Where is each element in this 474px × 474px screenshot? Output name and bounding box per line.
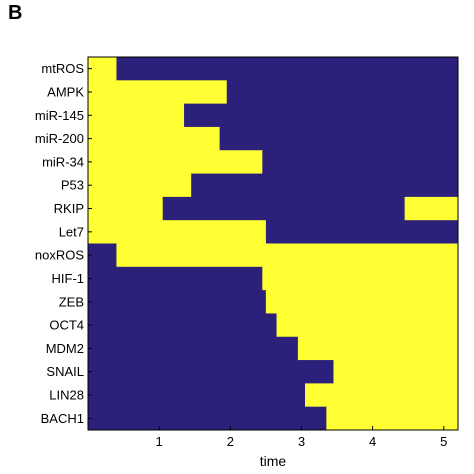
heatmap-cell-oct4-1 [276, 313, 459, 338]
y-tick-label: noxROS [35, 248, 84, 263]
y-tick-label: miR-145 [35, 108, 84, 123]
heatmap-cell-snail-0 [88, 360, 334, 384]
y-tick-label: MDM2 [46, 341, 84, 356]
heatmap-cell-lin28-1 [305, 383, 459, 408]
heatmap-cell-rkip-2 [404, 196, 459, 221]
heatmap-cell-snail-1 [333, 360, 459, 384]
heatmap-cell-mir-34-0 [88, 150, 263, 175]
heatmap-cell-mir-34-1 [262, 150, 459, 175]
y-tick-label: ZEB [59, 294, 84, 309]
y-tick-label: Let7 [59, 224, 84, 239]
heatmap-cell-zeb-0 [88, 290, 267, 314]
heatmap-cell-mir-145-1 [184, 103, 459, 128]
heatmap-cell-p53-0 [88, 173, 192, 198]
y-tick-label: HIF-1 [52, 271, 85, 286]
y-tick-label: BACH1 [41, 411, 84, 426]
heatmap-cell-hif-1-1 [262, 266, 459, 291]
x-tick-label: 1 [156, 434, 163, 449]
heatmap-cell-mir-145-0 [88, 103, 185, 128]
heatmap-cell-bach1-1 [326, 406, 459, 431]
heatmap-cell-rkip-0 [88, 196, 164, 221]
heatmap-cell-mir-200-1 [219, 126, 459, 151]
heatmap-cell-mdm2-1 [297, 336, 459, 361]
x-axis: 1 2 3 4 5 [156, 426, 447, 449]
heatmap-cells [88, 57, 459, 431]
heatmap-cell-ampk-0 [88, 80, 228, 105]
heatmap-cell-zeb-1 [265, 290, 459, 314]
heatmap-cell-oct4-0 [88, 313, 278, 338]
heatmap-cell-bach1-0 [88, 406, 327, 431]
heatmap-cell-noxros-1 [116, 243, 459, 268]
y-tick-label: miR-200 [35, 131, 84, 146]
y-tick-label: AMPK [47, 84, 84, 99]
x-axis-title: time [260, 453, 287, 469]
y-tick-label: P53 [61, 178, 84, 193]
heatmap-cell-mir-200-0 [88, 126, 221, 151]
x-tick-label: 2 [227, 434, 234, 449]
heatmap-cell-mtros-1 [116, 57, 459, 81]
x-tick-label: 3 [298, 434, 305, 449]
panel-label: B [8, 2, 23, 24]
plot-frame [87, 56, 459, 431]
x-tick-label: 5 [440, 434, 447, 449]
heatmap-cell-hif-1-0 [88, 266, 263, 291]
heatmap-cell-ampk-1 [226, 80, 459, 105]
y-tick-label: mtROS [41, 61, 84, 76]
heatmap-cell-mdm2-0 [88, 336, 299, 361]
heatmap-cell-let7-0 [88, 220, 267, 244]
heatmap-cell-mtros-0 [88, 57, 117, 81]
x-tick-label: 4 [369, 434, 376, 449]
y-tick-label: RKIP [54, 201, 84, 216]
heatmap-cell-lin28-0 [88, 383, 306, 408]
y-tick-label: LIN28 [49, 388, 84, 403]
y-tick-label: OCT4 [49, 318, 84, 333]
heatmap-cell-p53-1 [191, 173, 459, 198]
heatmap-cell-rkip-1 [162, 196, 406, 221]
y-tick-label: miR-34 [42, 154, 84, 169]
y-tick-label: SNAIL [46, 364, 84, 379]
heatmap-cell-noxros-0 [88, 243, 117, 268]
heatmap-cell-let7-1 [265, 220, 459, 244]
y-axis: mtROS AMPK miR-145 miR-200 miR-34 P53 RKIP Let7… [35, 61, 92, 426]
